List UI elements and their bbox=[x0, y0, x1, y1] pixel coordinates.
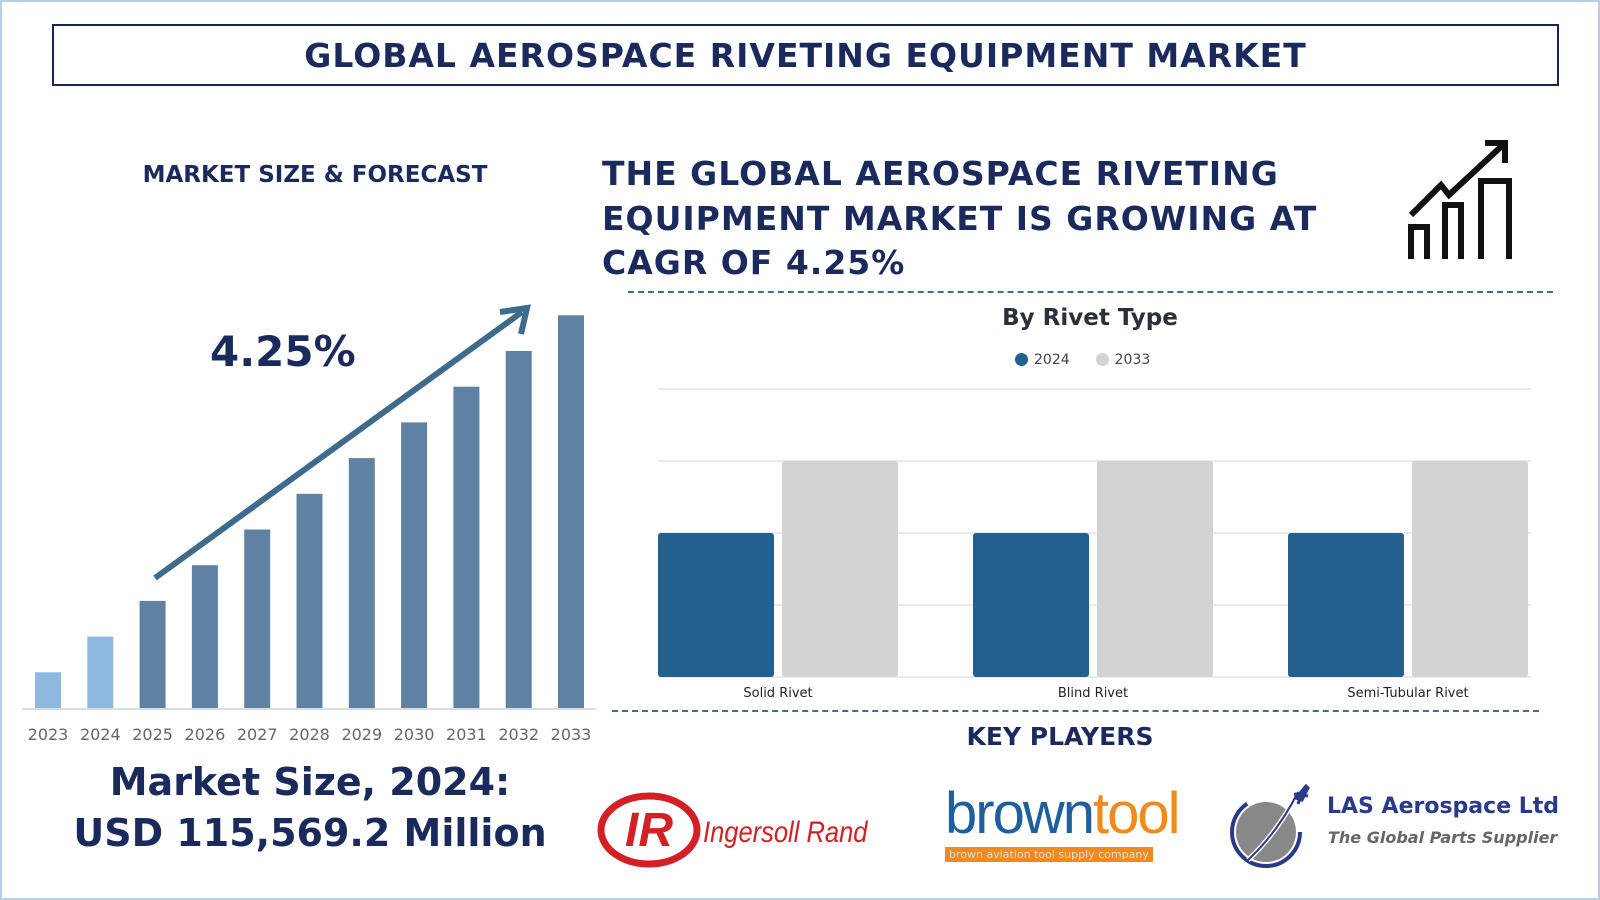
market-size-line1: Market Size, 2024: bbox=[109, 760, 511, 804]
market-forecast-chart: 2023 2024 2025 2026 2027 2028 2029 2030 2031 2032… bbox=[22, 304, 596, 744]
x-tick-label: 2029 bbox=[341, 725, 382, 744]
rivet-chart-title: By Rivet Type bbox=[1002, 305, 1178, 331]
x-tick-label: 2033 bbox=[551, 725, 592, 744]
bar-solid-rivet-2033 bbox=[782, 461, 898, 677]
las-tagline: The Global Parts Supplier bbox=[1328, 828, 1558, 847]
rivet-chart-legend: 2024 2033 bbox=[1015, 352, 1150, 368]
ingersoll-rand-logo-mark: IR bbox=[597, 792, 701, 868]
bar-solid-rivet-2024 bbox=[658, 533, 774, 677]
bar-2027 bbox=[244, 529, 271, 708]
ingersoll-rand-name: Ingersoll Rand bbox=[703, 816, 868, 849]
x-tick-label: 2030 bbox=[394, 725, 435, 744]
svg-text:IR: IR bbox=[625, 804, 673, 857]
x-tick-label: 2028 bbox=[289, 725, 330, 744]
section-title-market-size: MARKET SIZE & FORECAST bbox=[142, 162, 488, 188]
bar-semi-tubular-rivet-2024 bbox=[1288, 533, 1404, 677]
x-tick-label: 2026 bbox=[185, 725, 226, 744]
bar-2031 bbox=[453, 386, 480, 708]
browntool-name: browntool bbox=[945, 781, 1180, 846]
x-tick-label: 2031 bbox=[446, 725, 487, 744]
divider-bottom bbox=[612, 710, 1539, 712]
trend-arrowhead-icon bbox=[499, 304, 531, 335]
bar-2029 bbox=[348, 458, 375, 708]
title-box: GLOBAL AEROSPACE RIVETING EQUIPMENT MARK… bbox=[52, 24, 1559, 86]
page-title: GLOBAL AEROSPACE RIVETING EQUIPMENT MARK… bbox=[304, 35, 1307, 75]
browntool-tagline: brown aviation tool supply company bbox=[945, 847, 1153, 862]
bar-blind-rivet-2033 bbox=[1097, 461, 1213, 677]
cagr-headline: THE GLOBAL AEROSPACE RIVETING EQUIPMENT … bbox=[602, 152, 1317, 286]
rivet-type-chart: Solid Rivet Blind Rivet Semi-Tubular Rivet bbox=[658, 388, 1531, 701]
cagr-annotation: 4.25% bbox=[210, 327, 356, 376]
x-tick-label: 2023 bbox=[28, 725, 69, 744]
x-tick-label: 2027 bbox=[237, 725, 278, 744]
bar-2030 bbox=[401, 422, 428, 708]
globe-plane-icon bbox=[1230, 783, 1310, 868]
x-tick-label: 2024 bbox=[80, 725, 121, 744]
las-name: LAS Aerospace Ltd bbox=[1327, 794, 1560, 819]
bar-2024 bbox=[87, 636, 114, 708]
x-tick-label: 2032 bbox=[498, 725, 539, 744]
market-size-line2: USD 115,569.2 Million bbox=[73, 811, 547, 855]
bar-2032 bbox=[505, 351, 532, 708]
bar-blind-rivet-2024 bbox=[973, 533, 1089, 677]
x-tick-label: 2025 bbox=[132, 725, 173, 744]
bar-2025 bbox=[139, 600, 166, 708]
headline-line: CAGR OF 4.25% bbox=[602, 243, 906, 282]
key-players-title: KEY PLAYERS bbox=[966, 722, 1154, 751]
bar-2023 bbox=[35, 672, 61, 708]
trend-arrow-icon bbox=[153, 309, 524, 581]
x-tick-label: Semi-Tubular Rivet bbox=[1347, 686, 1468, 701]
bar-chart-growth-arrow-icon bbox=[1408, 140, 1512, 259]
logo-browntool: browntool brown aviation tool supply com… bbox=[945, 785, 1205, 870]
x-tick-label: Solid Rivet bbox=[743, 686, 812, 701]
legend-item-2024: 2024 bbox=[1015, 352, 1070, 368]
bar-2028 bbox=[296, 493, 323, 708]
market-size-text: Market Size, 2024: USD 115,569.2 Million bbox=[40, 757, 580, 859]
logo-ingersoll-rand: IR Ingersoll Rand bbox=[597, 790, 897, 870]
legend-item-2033: 2033 bbox=[1095, 352, 1150, 368]
divider-top bbox=[628, 291, 1553, 293]
headline-line: EQUIPMENT MARKET IS GROWING AT bbox=[602, 198, 1318, 238]
bar-2033 bbox=[558, 315, 584, 708]
bar-semi-tubular-rivet-2033 bbox=[1412, 461, 1528, 677]
logo-las-aerospace: LAS Aerospace Ltd The Global Parts Suppl… bbox=[1228, 782, 1568, 872]
x-tick-label: Blind Rivet bbox=[1058, 686, 1128, 701]
headline-line: THE GLOBAL AEROSPACE RIVETING bbox=[602, 154, 1279, 193]
bar-2026 bbox=[191, 565, 218, 708]
